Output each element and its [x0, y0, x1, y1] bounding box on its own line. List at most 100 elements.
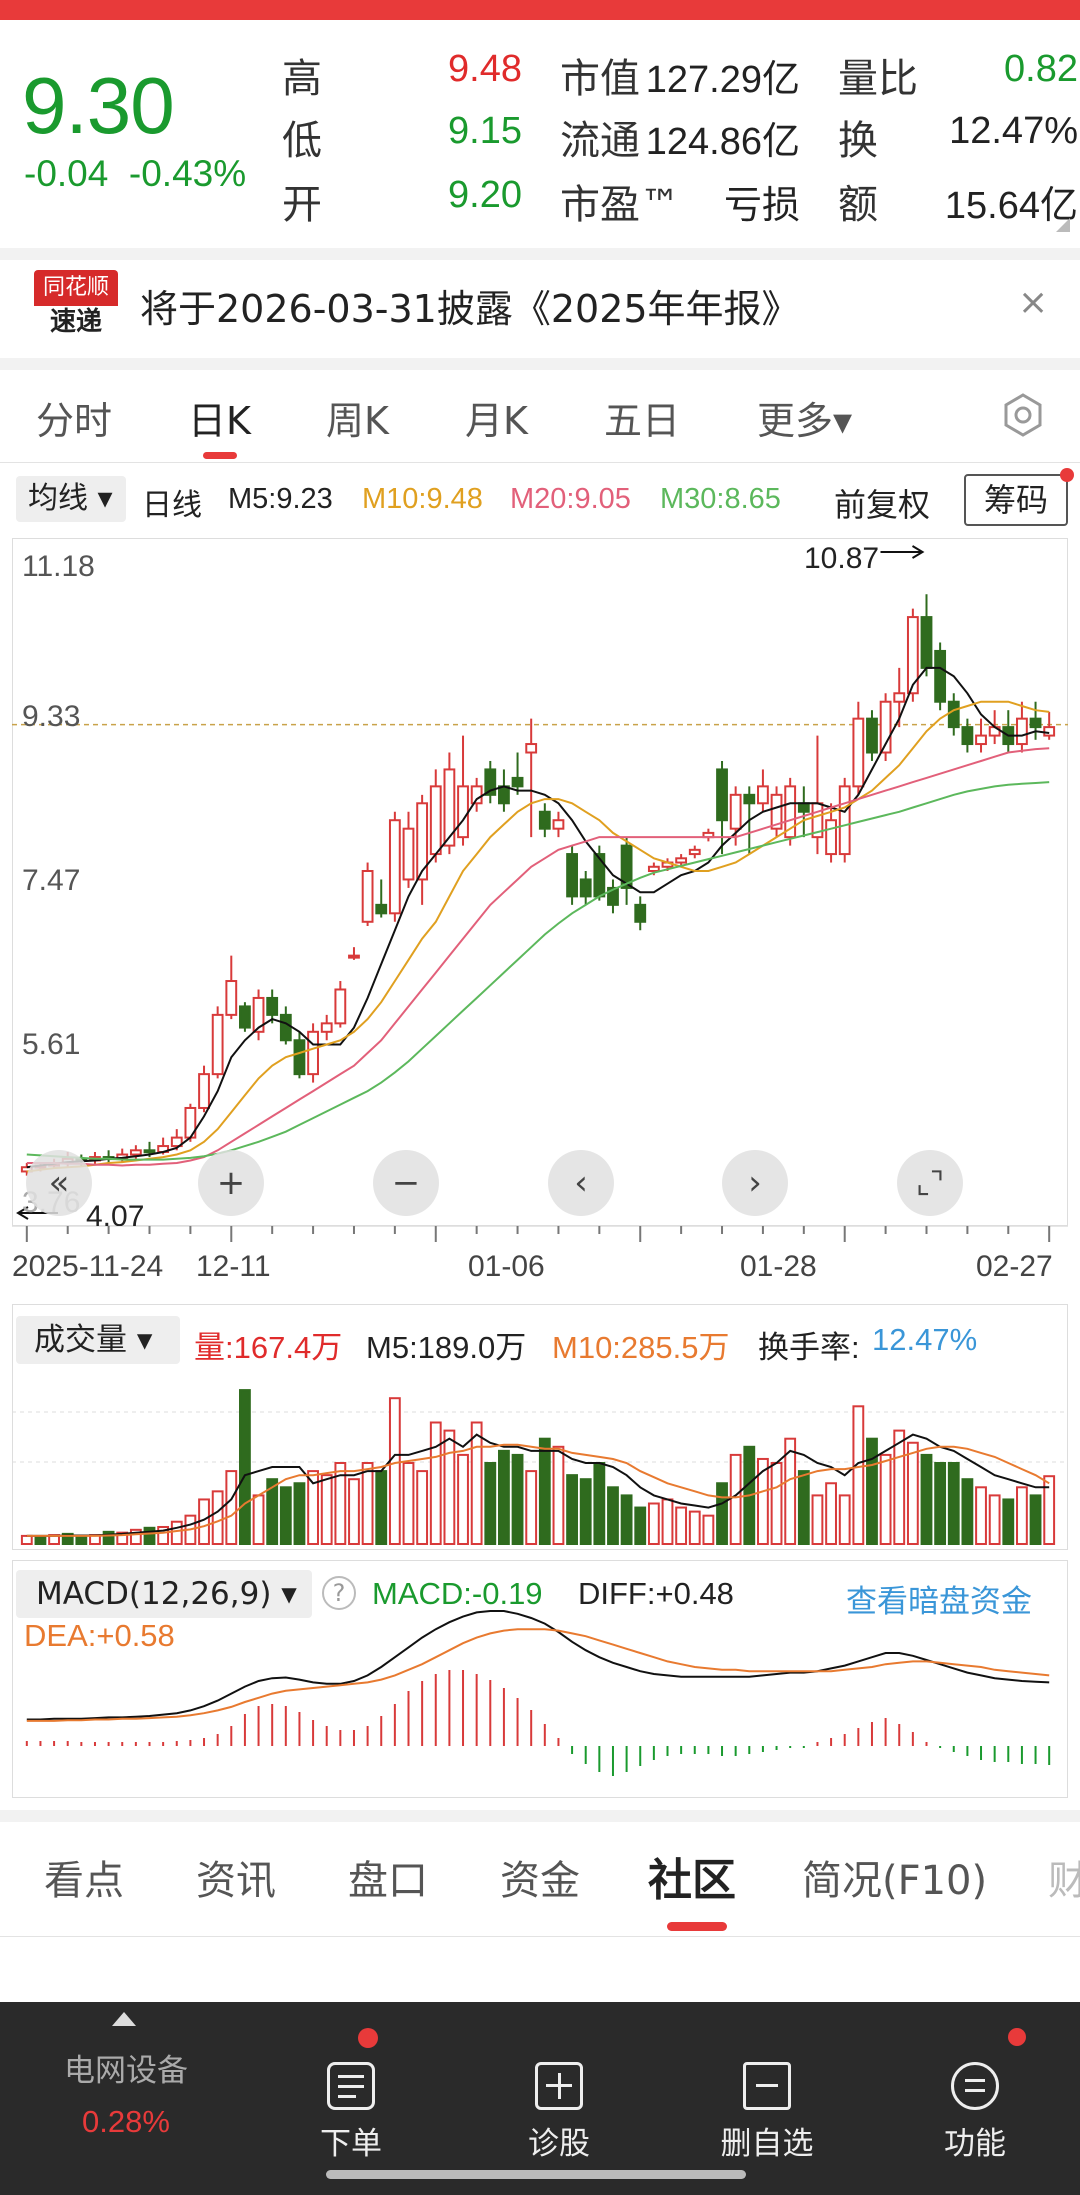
volume-bar — [729, 1453, 742, 1545]
order-icon — [327, 2062, 375, 2110]
active-tab-indicator — [203, 452, 237, 459]
volume-bar — [225, 1470, 238, 1545]
nav-functions[interactable]: 功能 — [900, 2062, 1050, 2163]
volume-bar — [620, 1494, 633, 1545]
nav-remove-label: 删自选 — [720, 2126, 814, 2162]
divider — [0, 1936, 1080, 1937]
volume-bar — [852, 1405, 865, 1545]
ma-selector[interactable]: 均线 ▾ — [16, 476, 126, 522]
notice-logo: 同花顺 速递 — [34, 270, 118, 338]
ma-line-m30 — [26, 781, 1050, 1161]
tab-more[interactable]: 更多▾ — [757, 399, 853, 443]
candle — [538, 810, 551, 830]
quote-value: 15.64亿 — [944, 185, 1078, 227]
nav-order[interactable]: 下单 — [276, 2062, 426, 2163]
remove-icon — [743, 2062, 791, 2110]
candle — [511, 776, 524, 788]
settings-icon[interactable] — [1000, 392, 1046, 438]
volume-bar — [538, 1437, 551, 1545]
y-tick-label: 7.47 — [22, 864, 81, 897]
low-price-label: 4.07 — [86, 1200, 145, 1233]
dark-pool-link[interactable]: 查看暗盘资金 — [846, 1584, 1032, 1619]
volume-chart[interactable] — [12, 1372, 1068, 1548]
tab-community[interactable]: 社区 — [648, 1855, 736, 1906]
tab-weekly-k[interactable]: 周K — [326, 399, 389, 443]
next-icon[interactable]: › — [722, 1150, 788, 1216]
candle — [1043, 726, 1056, 737]
candle — [484, 768, 497, 796]
volume-bar — [525, 1470, 538, 1545]
candle — [239, 1005, 251, 1029]
volume-bar — [266, 1478, 279, 1545]
diagnose-icon — [535, 2062, 583, 2110]
candle — [757, 785, 769, 805]
macd-chart[interactable] — [12, 1596, 1068, 1796]
quote-label: 市盈™ — [560, 182, 680, 228]
volume-bar — [757, 1457, 769, 1545]
volume-bar — [157, 1525, 170, 1546]
logo-bottom-text: 速递 — [49, 307, 102, 337]
nav-diagnose[interactable]: 诊股 — [484, 2062, 634, 2163]
sector-name[interactable]: 电网设备 — [64, 2053, 188, 2089]
kline-chart[interactable] — [12, 538, 1068, 1226]
zoom-out-icon[interactable]: − — [373, 1150, 439, 1216]
high-arrowhead — [911, 545, 925, 559]
tab-capital[interactable]: 资金 — [500, 1858, 580, 1904]
volume-bar — [116, 1531, 129, 1546]
volume-bar — [879, 1453, 892, 1545]
candle — [620, 844, 633, 889]
quote-label: 流通 — [560, 118, 640, 164]
expand-corner-icon[interactable] — [1056, 218, 1070, 232]
tab-f10-profile[interactable]: 简况(F10) — [802, 1858, 988, 1904]
candle — [129, 1149, 142, 1156]
candle — [797, 802, 810, 813]
candle — [906, 616, 919, 695]
volume-bar — [947, 1462, 960, 1545]
volume-bar — [293, 1482, 306, 1545]
tab-daily-k[interactable]: 日K — [188, 399, 251, 443]
adjust-mode[interactable]: 前复权 — [834, 486, 931, 524]
candle — [498, 785, 510, 805]
volume-bar — [688, 1510, 701, 1546]
scroll-left-icon[interactable]: « — [26, 1150, 92, 1216]
volume-selector[interactable]: 成交量 ▾ — [16, 1316, 180, 1364]
home-indicator[interactable] — [326, 2170, 746, 2179]
line-type-label: 日线 — [142, 488, 202, 523]
candle — [388, 819, 401, 915]
date-label: 01-28 — [740, 1250, 817, 1283]
tab-intraday[interactable]: 分时 — [36, 399, 113, 443]
date-label: 01-06 — [468, 1250, 545, 1283]
volume-bar — [770, 1462, 783, 1545]
macd-line-diff — [26, 1610, 1050, 1721]
chips-button[interactable]: 筹码 — [964, 474, 1068, 526]
expand-up-icon[interactable] — [112, 2012, 136, 2026]
date-label: 2025-11-24 — [12, 1250, 164, 1283]
tab-monthly-k[interactable]: 月K — [465, 399, 528, 443]
fullscreen-icon[interactable]: ⌞⌝ — [897, 1150, 963, 1216]
prev-icon[interactable]: ‹ — [548, 1150, 614, 1216]
tab-five-day[interactable]: 五日 — [604, 399, 681, 443]
candle — [211, 1013, 224, 1076]
tab-highlights[interactable]: 看点 — [44, 1858, 124, 1904]
quote-label: 量比 — [838, 56, 918, 102]
nav-diagnose-label: 诊股 — [528, 2126, 590, 2162]
help-icon[interactable]: ? — [322, 1576, 356, 1610]
tab-orderbook[interactable]: 盘口 — [348, 1858, 428, 1904]
volume-ma-m5 — [26, 1433, 1050, 1537]
volume-bar — [484, 1462, 497, 1545]
close-icon[interactable]: × — [1018, 282, 1049, 323]
notice-text[interactable]: 将于2026-03-31披露《2025年年报》 — [140, 287, 800, 331]
zoom-in-icon[interactable]: + — [198, 1150, 264, 1216]
tab-news[interactable]: 资讯 — [196, 1858, 276, 1904]
notification-dot — [1060, 468, 1074, 482]
volume-bar — [675, 1506, 688, 1546]
candle — [770, 793, 783, 830]
date-label: 12-11 — [196, 1250, 271, 1283]
candle — [920, 616, 933, 669]
candle — [634, 903, 647, 923]
nav-remove-watchlist[interactable]: 删自选 — [692, 2062, 842, 2163]
macd-selector[interactable]: MACD(12,26,9) ▾ — [16, 1570, 312, 1618]
quote-value: 9.15 — [448, 110, 522, 152]
change-value: -0.04 — [24, 153, 109, 194]
tab-finance[interactable]: 财 — [1048, 1858, 1080, 1904]
